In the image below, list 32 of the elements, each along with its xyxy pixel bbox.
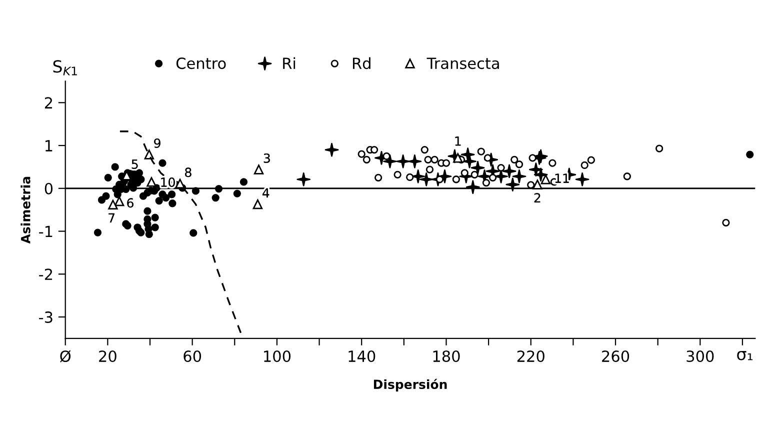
- x-tick-label: Ø: [60, 350, 71, 362]
- y-tick-label: 1: [46, 140, 52, 152]
- annotation: 9: [154, 138, 160, 148]
- legend-label: Rd: [352, 57, 370, 70]
- x-tick-label: 100: [264, 350, 291, 362]
- text: σ₁: [737, 350, 753, 360]
- x-tick-label: 260: [602, 350, 630, 362]
- x-tick-label: 220: [517, 350, 544, 362]
- legend-label: Centro: [176, 58, 226, 70]
- x-tick-label: 20: [99, 350, 116, 362]
- y-tick-label: -2: [39, 268, 52, 280]
- x-tick-label: 300: [686, 350, 714, 362]
- legend-label: Ri: [283, 57, 296, 69]
- y-tick-label: -3: [39, 311, 52, 323]
- annotation: 3: [264, 153, 270, 163]
- annotation: 7: [108, 213, 114, 222]
- legend-label: Transecta: [426, 58, 499, 70]
- annotation: 1: [455, 136, 461, 146]
- y-axis-title: Asimetria: [20, 176, 30, 244]
- y-tick-label: -1: [39, 226, 52, 238]
- annotation: 6: [127, 198, 134, 208]
- annotation: 8: [185, 168, 192, 178]
- text: S$_{K1}$: [53, 60, 77, 76]
- annotation: 5: [132, 160, 138, 169]
- y-tick-label: 2: [44, 97, 52, 108]
- x-axis-title: Dispersión: [374, 378, 447, 392]
- annotation: 2: [534, 193, 540, 202]
- x-tick-label: 140: [348, 350, 376, 362]
- x-tick-label: 180: [433, 350, 460, 362]
- y-tick-label: 0: [44, 182, 53, 194]
- x-tick-label: 60: [184, 350, 202, 362]
- annotation: 4: [262, 188, 270, 198]
